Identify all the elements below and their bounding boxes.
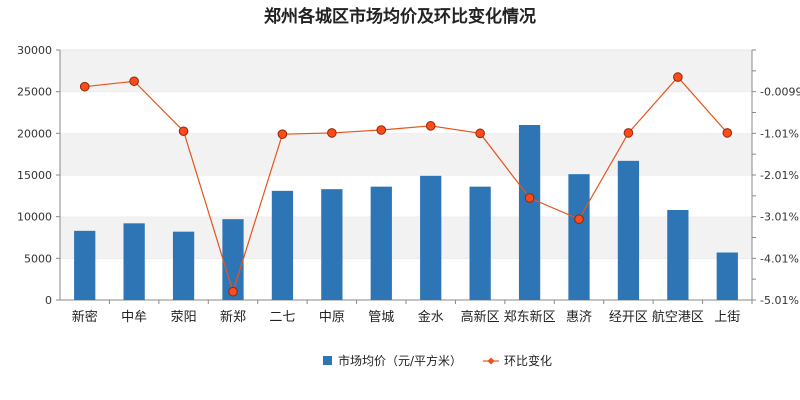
bar [667,210,689,300]
tick-labels: 0 5000 10000 15000 20000 25000 30000 -5.01% -4.0… [17,44,800,325]
line-point [623,128,634,138]
left-tick-label: 25000 [17,86,52,99]
line-point [277,129,288,139]
bar-series [74,125,738,300]
line-point [425,121,436,131]
grid-band [60,175,752,217]
legend: 市场均价（元/平方米） 环比变化 [323,353,552,368]
category-label: 新郑 [220,309,246,325]
grid-band [60,91,752,134]
left-tick-label: 10000 [17,211,52,224]
line-point [129,76,139,87]
right-tick-label: -5.01% [760,294,799,307]
bar [172,231,195,300]
category-label: 高新区 [461,309,500,325]
category-label: 航空港区 [652,309,704,325]
line-point [574,214,584,224]
line-series [79,72,733,297]
line-point [327,128,337,138]
bar [469,186,491,300]
left-tick-label: 30000 [17,44,52,57]
category-label: 中原 [319,310,345,325]
left-tick-label: 5000 [24,252,52,265]
category-label: 荥阳 [171,310,197,325]
category-label: 二七 [269,310,295,325]
grid-band [60,50,752,92]
bar [420,175,442,300]
line-path [84,76,728,294]
bar [222,219,244,300]
line-point [376,125,387,135]
grid-band [60,258,752,300]
line-point [475,128,485,139]
right-tick-label: -1.01% [760,127,799,140]
left-tick-label: 15000 [17,169,52,182]
category-label: 惠济 [566,310,592,325]
bar [518,125,541,300]
legend-line-marker [487,357,495,365]
category-label: 管城 [368,310,394,325]
bar [74,230,96,300]
line-point [673,72,683,82]
left-tick-label: 0 [45,294,52,307]
right-tick-label: -3.01% [760,211,799,224]
grid-band [60,216,752,259]
grid-band [60,133,752,175]
left-tick-label: 20000 [17,127,52,140]
line-point [79,81,90,92]
category-label: 新密 [72,309,98,325]
legend-bar-label: 市场均价（元/平方米） [338,353,462,368]
chart-title: 郑州各城区市场均价及环比变化情况 [264,6,536,27]
bar [123,223,145,300]
bar [568,174,590,300]
bar [370,186,392,300]
right-tick-label: -2.01% [760,169,799,182]
category-label: 经开区 [609,310,648,325]
grid-bands [60,49,752,300]
bar [321,189,343,300]
line-point [722,128,733,138]
category-label: 金水 [418,309,444,325]
right-tick-label: -0.0099 [760,86,800,99]
category-label: 郑东新区 [504,309,556,325]
bar [617,160,640,300]
line-point [524,193,535,203]
category-label: 上街 [714,310,740,325]
category-label: 中牟 [121,310,147,325]
right-tick-label: -4.01% [760,252,799,265]
legend-line-label: 环比变化 [504,353,552,368]
line-point [178,126,189,137]
line-point [228,286,238,297]
bar [271,190,294,300]
legend-bar-swatch [323,356,332,365]
bar [716,252,738,300]
